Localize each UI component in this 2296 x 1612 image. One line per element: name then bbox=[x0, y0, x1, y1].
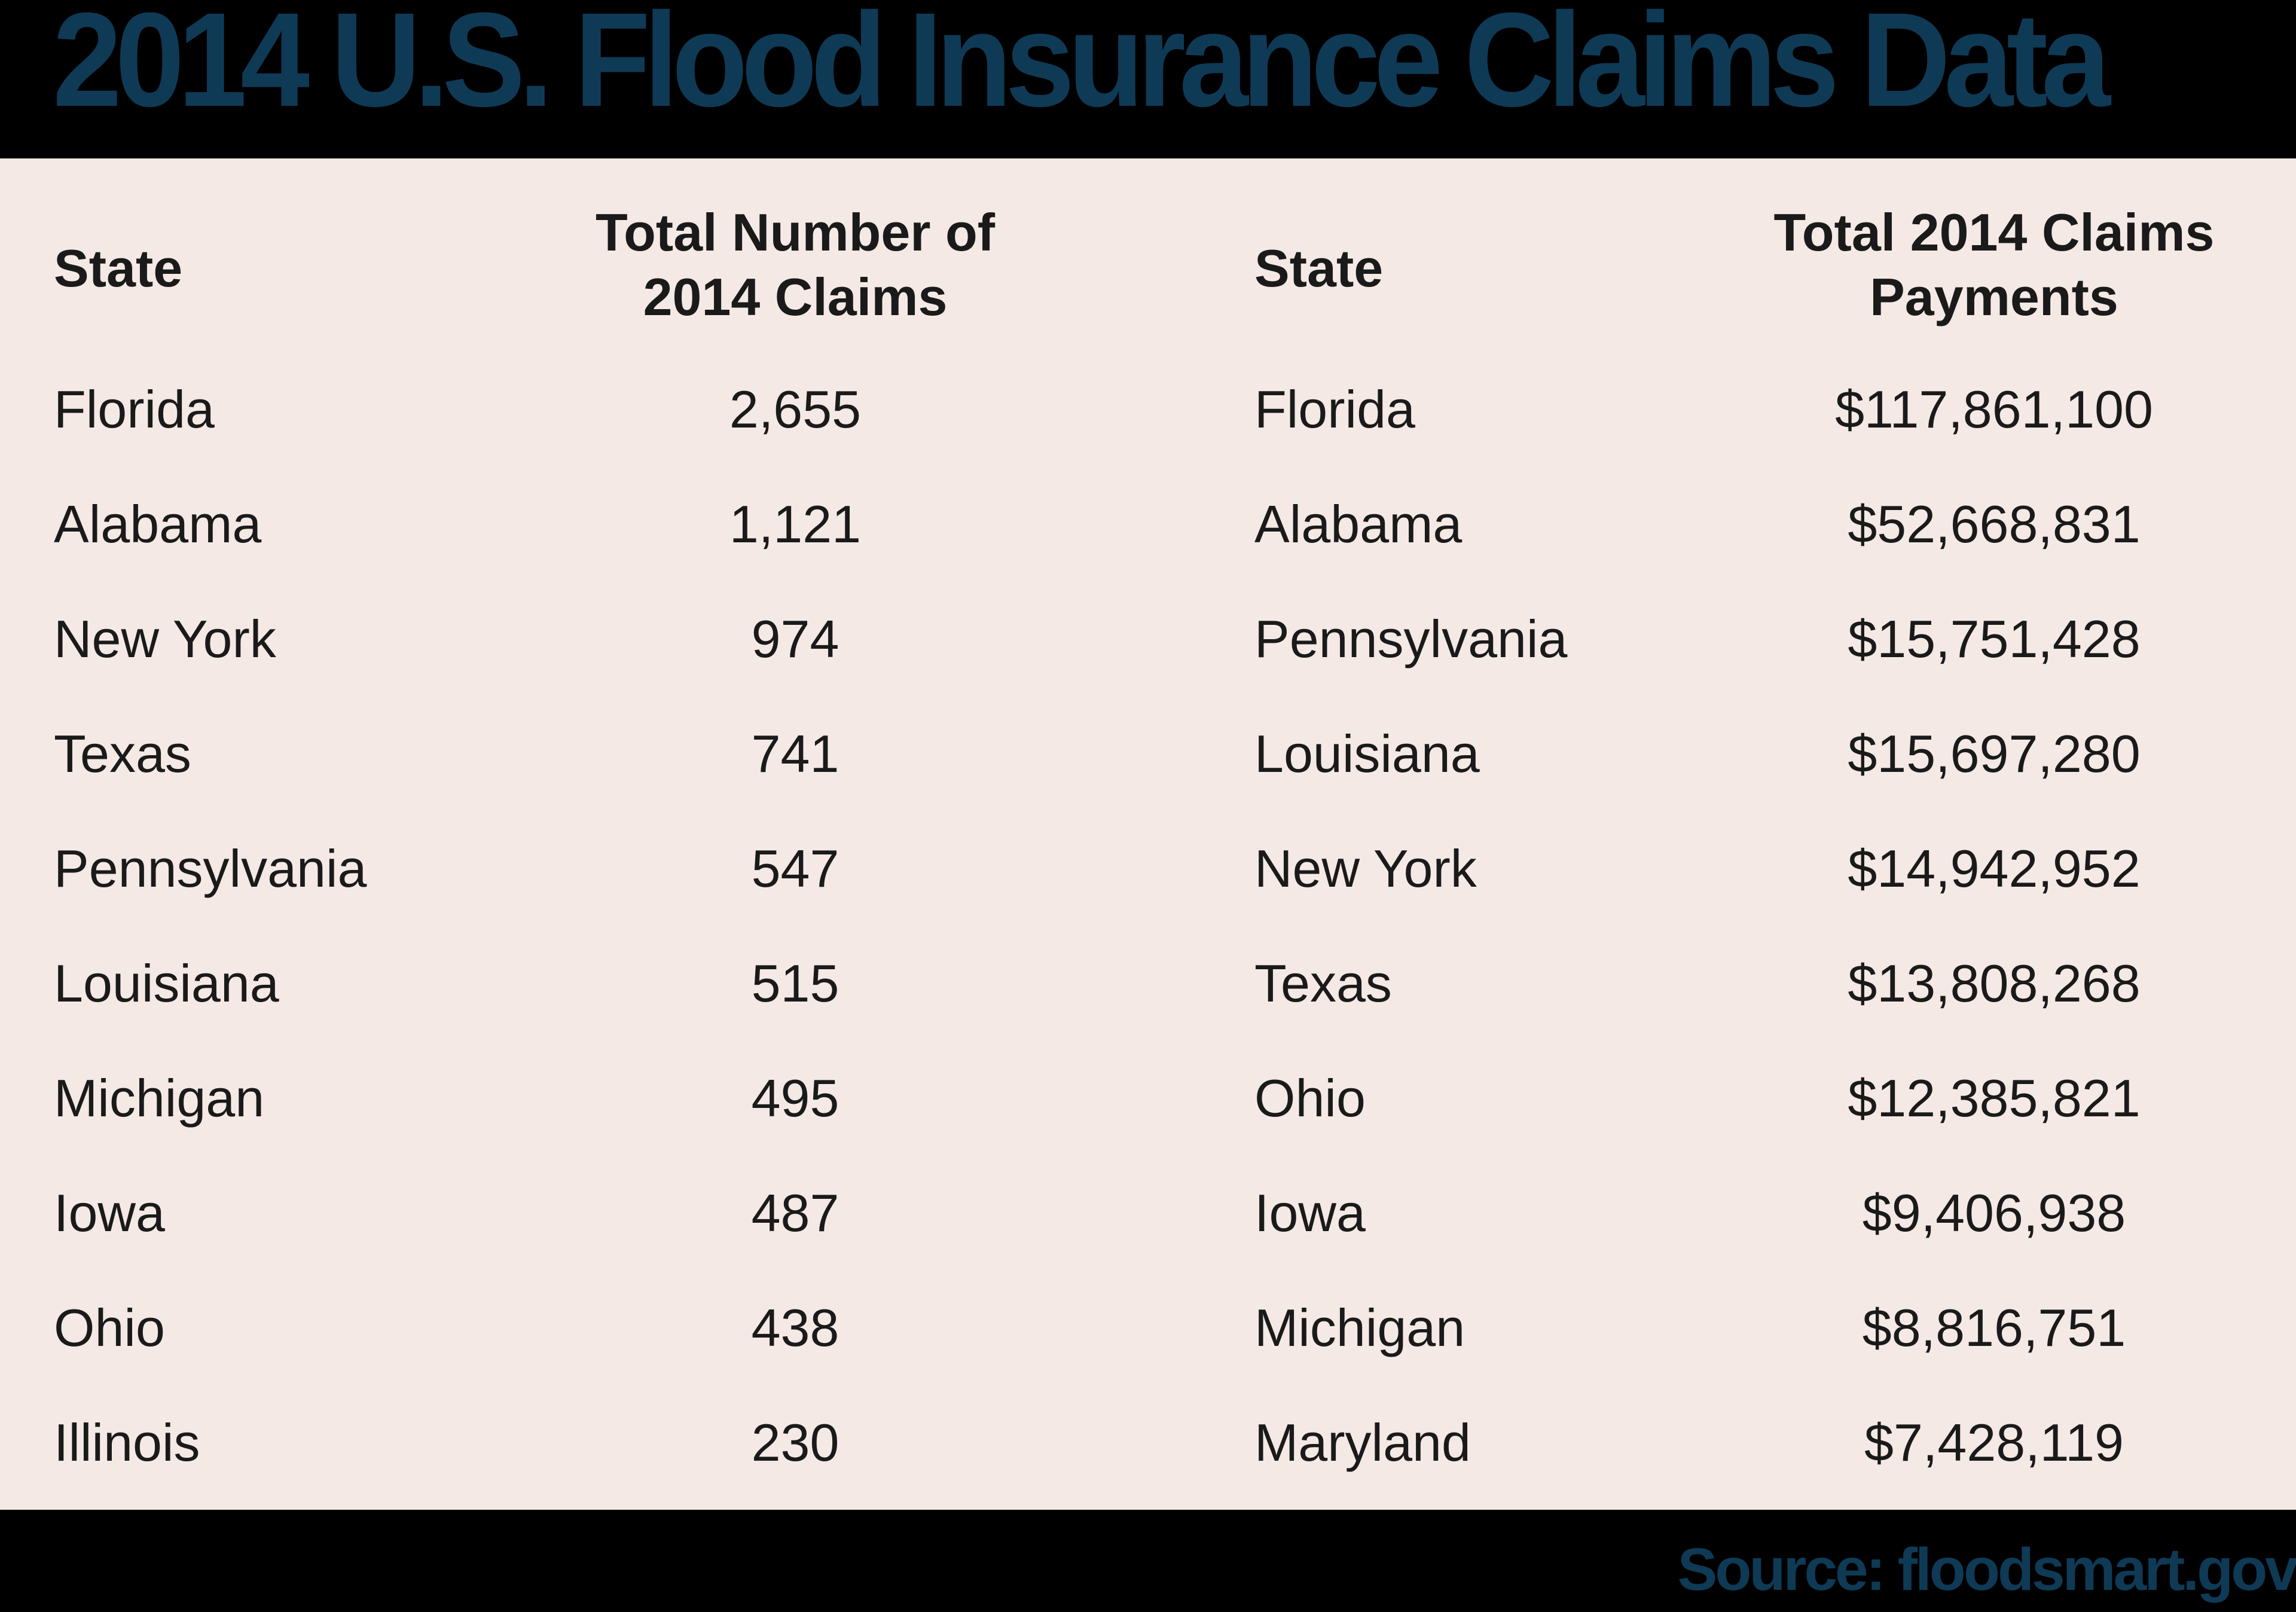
claims-count-header-line1: Total Number of bbox=[595, 203, 996, 262]
left-state-cell: Florida bbox=[54, 380, 215, 439]
left-state-cell: Pennsylvania bbox=[54, 839, 367, 898]
claims-payment-cell: $117,861,100 bbox=[1835, 380, 2153, 439]
claims-payments-header: Total 2014 Claims Payments bbox=[1695, 200, 2293, 329]
left-state-cell: Illinois bbox=[54, 1413, 200, 1472]
claims-table-panel: State Total Number of 2014 Claims State … bbox=[0, 158, 2296, 1510]
left-state-cell: Iowa bbox=[54, 1183, 165, 1242]
claims-count-cell: 2,655 bbox=[729, 380, 862, 439]
claims-payment-cell: $13,808,268 bbox=[1848, 954, 2141, 1013]
claims-count-cell: 974 bbox=[751, 609, 839, 668]
right-state-cell: Florida bbox=[1254, 380, 1415, 439]
claims-payments-header-line1: Total 2014 Claims bbox=[1773, 203, 2215, 262]
claims-payment-cell: $15,697,280 bbox=[1848, 724, 2141, 783]
claims-count-cell: 547 bbox=[751, 839, 839, 898]
right-state-cell: Louisiana bbox=[1254, 724, 1480, 783]
claims-count-header-line2: 2014 Claims bbox=[643, 267, 948, 326]
right-state-cell: Texas bbox=[1254, 954, 1392, 1013]
right-state-cell: Pennsylvania bbox=[1254, 609, 1568, 668]
left-state-cell: Texas bbox=[54, 724, 191, 783]
claims-payment-cell: $12,385,821 bbox=[1848, 1068, 2141, 1128]
claims-payment-cell: $9,406,938 bbox=[1862, 1183, 2126, 1242]
claims-payment-cell: $8,816,751 bbox=[1862, 1298, 2126, 1357]
right-state-cell: Alabama bbox=[1254, 494, 1463, 554]
left-state-cell: Alabama bbox=[54, 494, 262, 554]
right-state-cell: Ohio bbox=[1254, 1068, 1366, 1128]
claims-count-cell: 438 bbox=[751, 1298, 839, 1357]
claims-payment-cell: $15,751,428 bbox=[1848, 609, 2141, 668]
left-state-cell: New York bbox=[54, 609, 276, 668]
claims-count-cell: 741 bbox=[751, 724, 839, 783]
claims-payment-cell: $7,428,119 bbox=[1864, 1413, 2124, 1472]
claims-count-cell: 495 bbox=[751, 1068, 839, 1128]
right-state-header: State bbox=[1254, 239, 1384, 298]
right-state-cell: Maryland bbox=[1254, 1413, 1471, 1472]
claims-count-cell: 487 bbox=[751, 1183, 839, 1242]
claims-count-header: Total Number of 2014 Claims bbox=[526, 200, 1064, 329]
claims-payment-cell: $14,942,952 bbox=[1848, 839, 2141, 898]
claims-payments-header-line2: Payments bbox=[1870, 267, 2118, 326]
claims-count-cell: 515 bbox=[751, 954, 839, 1013]
right-state-cell: Michigan bbox=[1254, 1298, 1465, 1357]
source-footer: Source: floodsmart.gov bbox=[1677, 1536, 2296, 1603]
right-state-cell: Iowa bbox=[1254, 1183, 1366, 1242]
right-state-cell: New York bbox=[1254, 839, 1477, 898]
left-state-header: State bbox=[54, 239, 183, 298]
claims-count-cell: 230 bbox=[751, 1413, 839, 1472]
left-state-cell: Ohio bbox=[54, 1298, 165, 1357]
left-state-cell: Michigan bbox=[54, 1068, 265, 1128]
claims-count-cell: 1,121 bbox=[729, 494, 862, 554]
left-state-cell: Louisiana bbox=[54, 954, 279, 1013]
claims-payment-cell: $52,668,831 bbox=[1848, 494, 2141, 554]
page-title: 2014 U.S. Flood Insurance Claims Data bbox=[53, 0, 2111, 135]
